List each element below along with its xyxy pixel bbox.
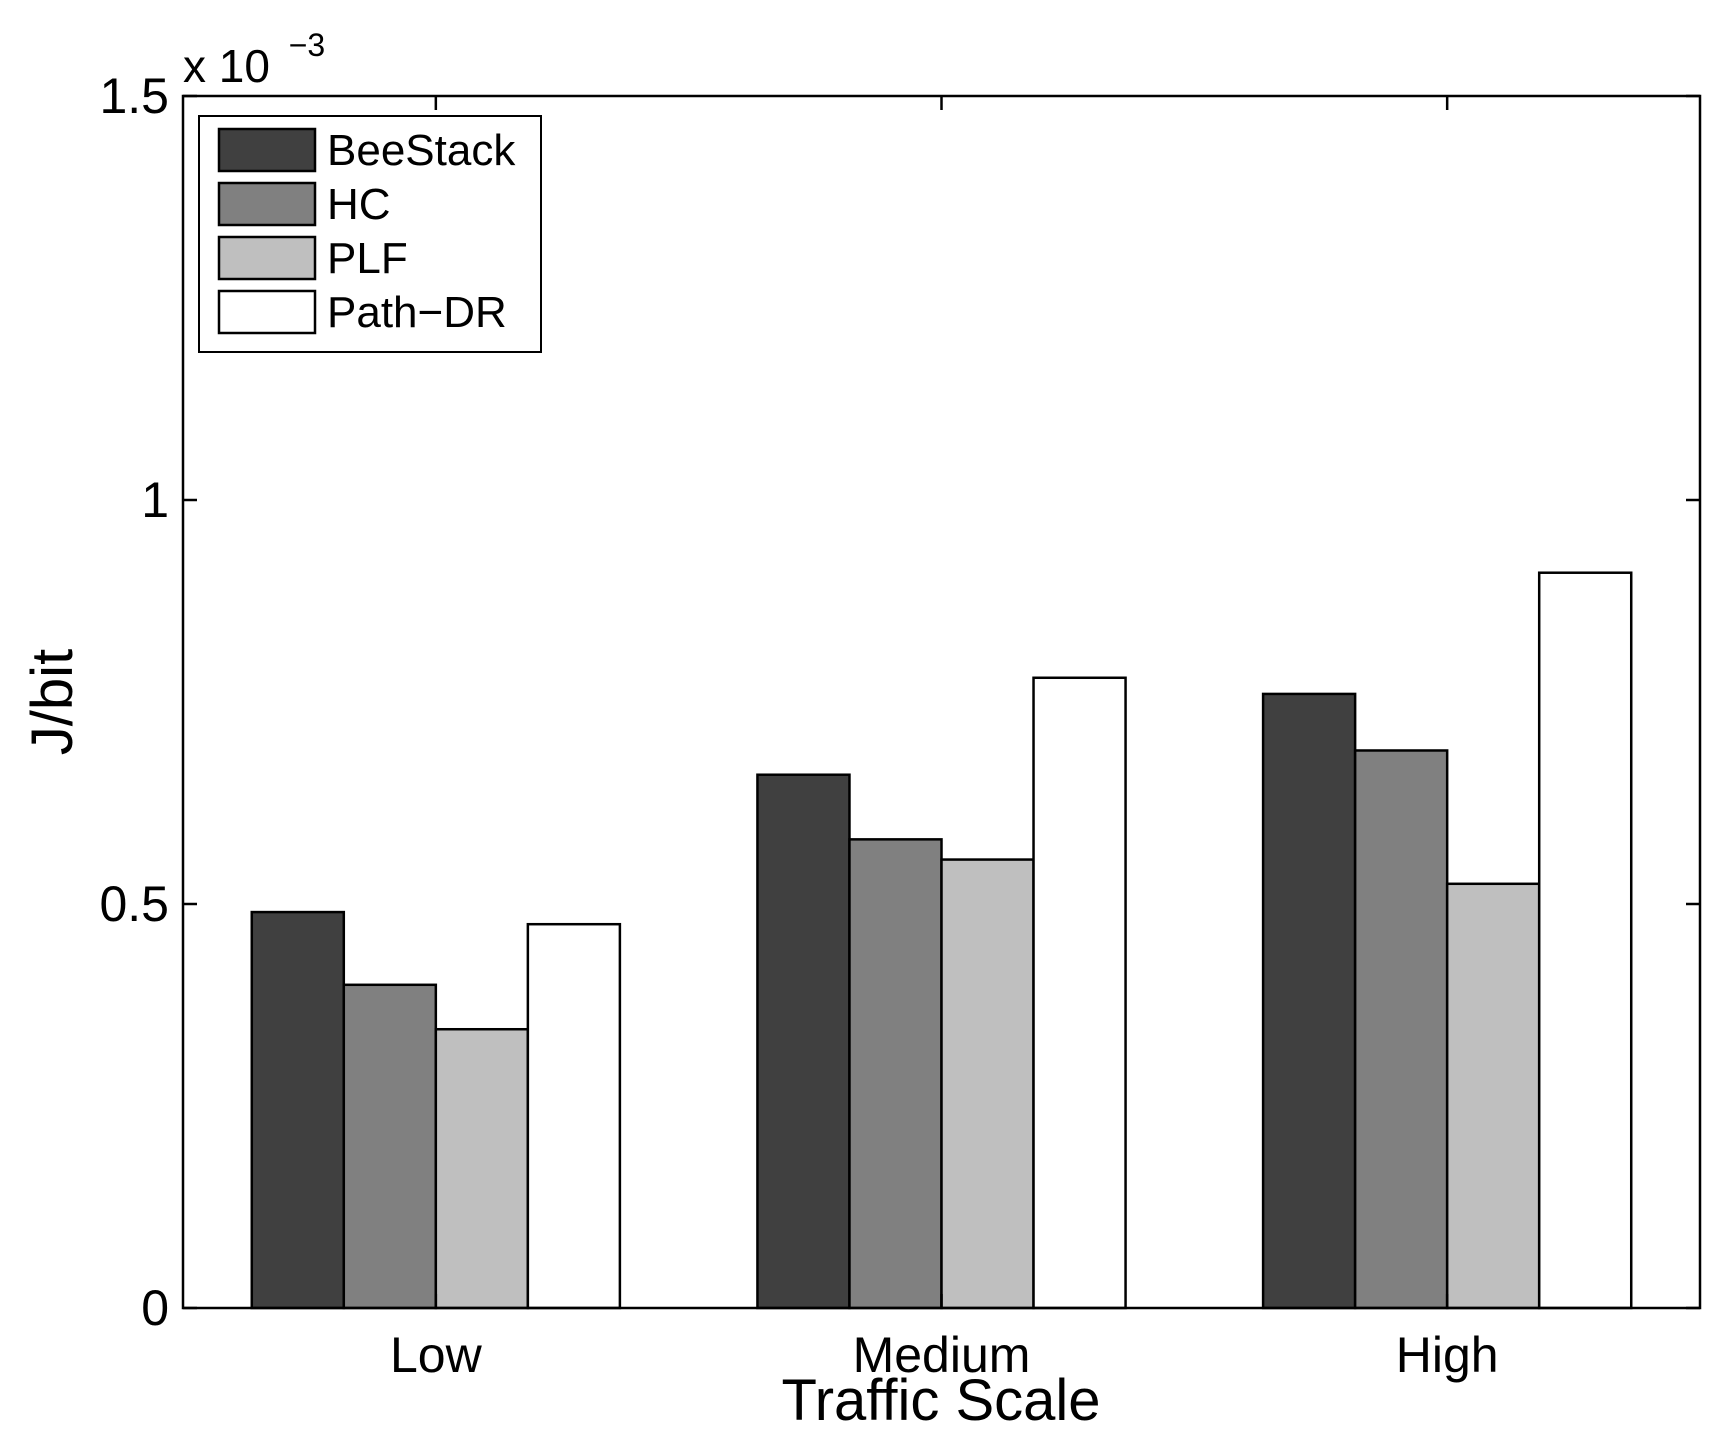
y-tick-label: 0.5: [99, 876, 169, 932]
y-axis-title: J/bit: [20, 649, 85, 755]
legend-swatch-hc: [217, 181, 317, 227]
bar-beestack-high: [1261, 692, 1357, 1310]
bar-path-dr-medium: [1032, 676, 1127, 1310]
ticks-layer: 0 0.5 1 1.5 Low Medium High: [99, 68, 1700, 1383]
legend-label-path-dr: Path−DR: [327, 288, 507, 337]
x-tick-label: Low: [390, 1327, 483, 1383]
y-exponent-prefix: x 10: [183, 40, 270, 92]
y-tick-label: 0: [141, 1280, 169, 1336]
x-axis-title: Traffic Scale: [781, 1368, 1100, 1433]
bar-hc-medium: [848, 838, 943, 1310]
legend-swatch-beestack: [217, 127, 317, 173]
legend-label-beestack: BeeStack: [327, 126, 516, 175]
x-tick-label: Medium: [853, 1327, 1031, 1383]
bar-hc-high: [1353, 749, 1449, 1310]
bar-beestack-low: [250, 910, 346, 1310]
labels-layer: x 10 −3 Traffic Scale J/bit: [20, 27, 1101, 1433]
legend: BeeStack HC PLF Path−DR: [198, 115, 542, 353]
y-exponent-label: x 10 −3: [183, 27, 325, 92]
bar-hc-low: [342, 983, 438, 1310]
bar-path-dr-high: [1537, 571, 1633, 1310]
bar-beestack-medium: [756, 773, 851, 1310]
legend-swatch-path-dr: [217, 289, 317, 335]
y-tick-label: 1: [141, 472, 169, 528]
bar-plf-low: [434, 1027, 530, 1310]
bars-layer: [250, 571, 1633, 1310]
legend-label-plf: PLF: [327, 234, 408, 283]
legend-swatch-plf: [217, 235, 317, 281]
y-tick-label: 1.5: [99, 68, 169, 124]
bar-plf-medium: [940, 858, 1035, 1310]
y-exponent-value: −3: [289, 27, 325, 63]
bar-path-dr-low: [526, 922, 622, 1310]
x-tick-label: High: [1396, 1327, 1499, 1383]
bar-plf-high: [1445, 882, 1541, 1310]
legend-label-hc: HC: [327, 180, 391, 229]
